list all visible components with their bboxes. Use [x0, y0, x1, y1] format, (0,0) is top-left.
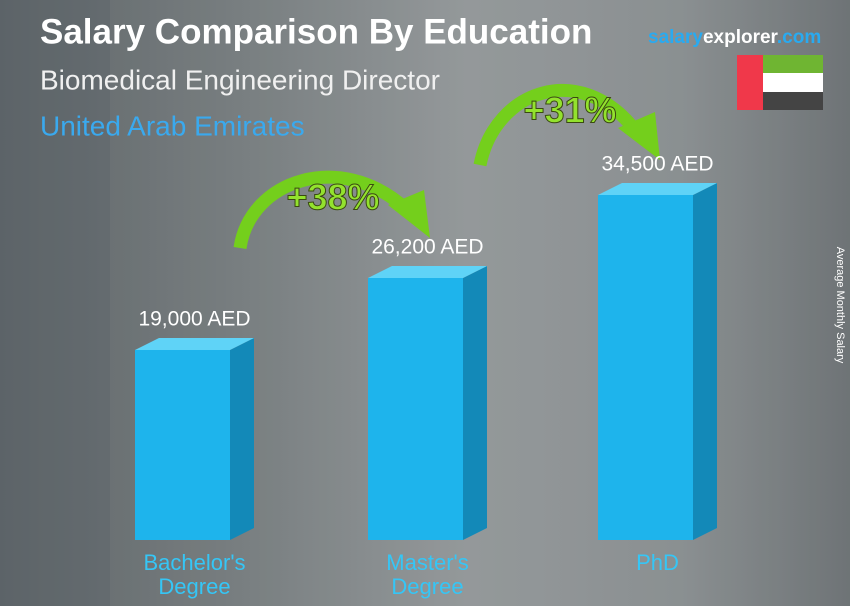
value-label: 34,500 AED: [601, 153, 713, 176]
bar-top: [598, 183, 717, 195]
location: United Arab Emirates: [40, 110, 305, 141]
value-label: 19,000 AED: [138, 308, 250, 331]
bar-side: [463, 266, 487, 540]
brand-part: explorer: [703, 27, 779, 48]
annotation: +31%: [523, 90, 616, 131]
brand-part: .com: [777, 27, 821, 48]
bar-top: [135, 338, 254, 350]
x-tick-label: Bachelor's Degree: [143, 550, 246, 599]
shade: [0, 0, 110, 606]
bar-side: [693, 183, 717, 540]
bar: [598, 195, 693, 540]
arrow: [233, 84, 660, 250]
bar-side: [230, 338, 254, 540]
brand: salaryexplorer.com: [648, 27, 821, 48]
bar: [135, 350, 230, 540]
value-label: 26,200 AED: [371, 236, 483, 259]
x-tick-label: Master's Degree: [386, 550, 469, 599]
axis-label: Average Monthly Salary: [834, 247, 846, 364]
bar: [368, 278, 463, 540]
flag: [737, 55, 823, 110]
chart-title: Salary Comparison By Education: [40, 12, 592, 51]
annotation: +38%: [286, 177, 379, 218]
subtitle: Biomedical Engineering Director: [40, 64, 440, 95]
bar-top: [368, 266, 487, 278]
x-tick-label: PhD: [636, 550, 679, 575]
brand-part: salary: [648, 27, 703, 48]
